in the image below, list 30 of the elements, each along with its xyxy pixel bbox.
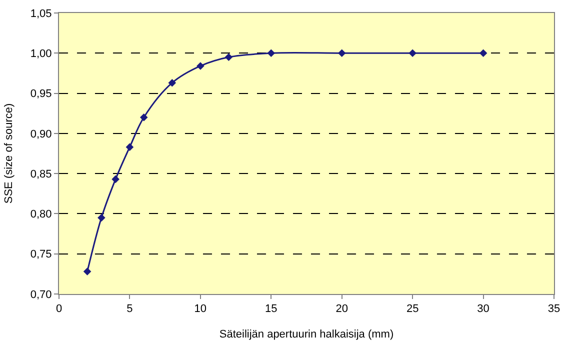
y-tick-label: 0,75: [30, 248, 52, 261]
point: [338, 49, 346, 58]
x-tick-label: 10: [194, 303, 207, 316]
point: [126, 143, 134, 151]
point: [224, 53, 233, 62]
y-tick-label: 0,70: [30, 288, 52, 301]
y-axis-title: SSE (size of source): [3, 103, 16, 204]
point: [83, 268, 92, 276]
point: [196, 62, 204, 70]
point: [98, 214, 106, 222]
x-tick-label: 20: [336, 303, 348, 316]
x-tick-label: 5: [126, 303, 133, 316]
point: [168, 78, 176, 87]
x-tick-label: 35: [548, 303, 560, 316]
point: [112, 175, 120, 184]
x-tick-label: 15: [265, 303, 278, 316]
x-tick-label: 30: [477, 303, 490, 316]
point: [140, 113, 148, 122]
x-tick-label: 25: [406, 303, 419, 316]
y-tick-label: 0,90: [30, 128, 52, 140]
y-tick-label: 0,80: [30, 208, 52, 221]
point: [408, 49, 416, 58]
x-tick-label: 0: [56, 303, 62, 316]
point: [479, 49, 488, 58]
x-axis-title: Säteilijän apertuurin halkaisija (mm): [219, 328, 394, 340]
y-tick-label: 0,85: [30, 168, 52, 180]
y-tick-label: 1,05: [30, 8, 52, 20]
y-tick-label: 1,00: [30, 48, 52, 60]
y-tick-label: 0,95: [30, 88, 52, 100]
point: [267, 49, 276, 58]
